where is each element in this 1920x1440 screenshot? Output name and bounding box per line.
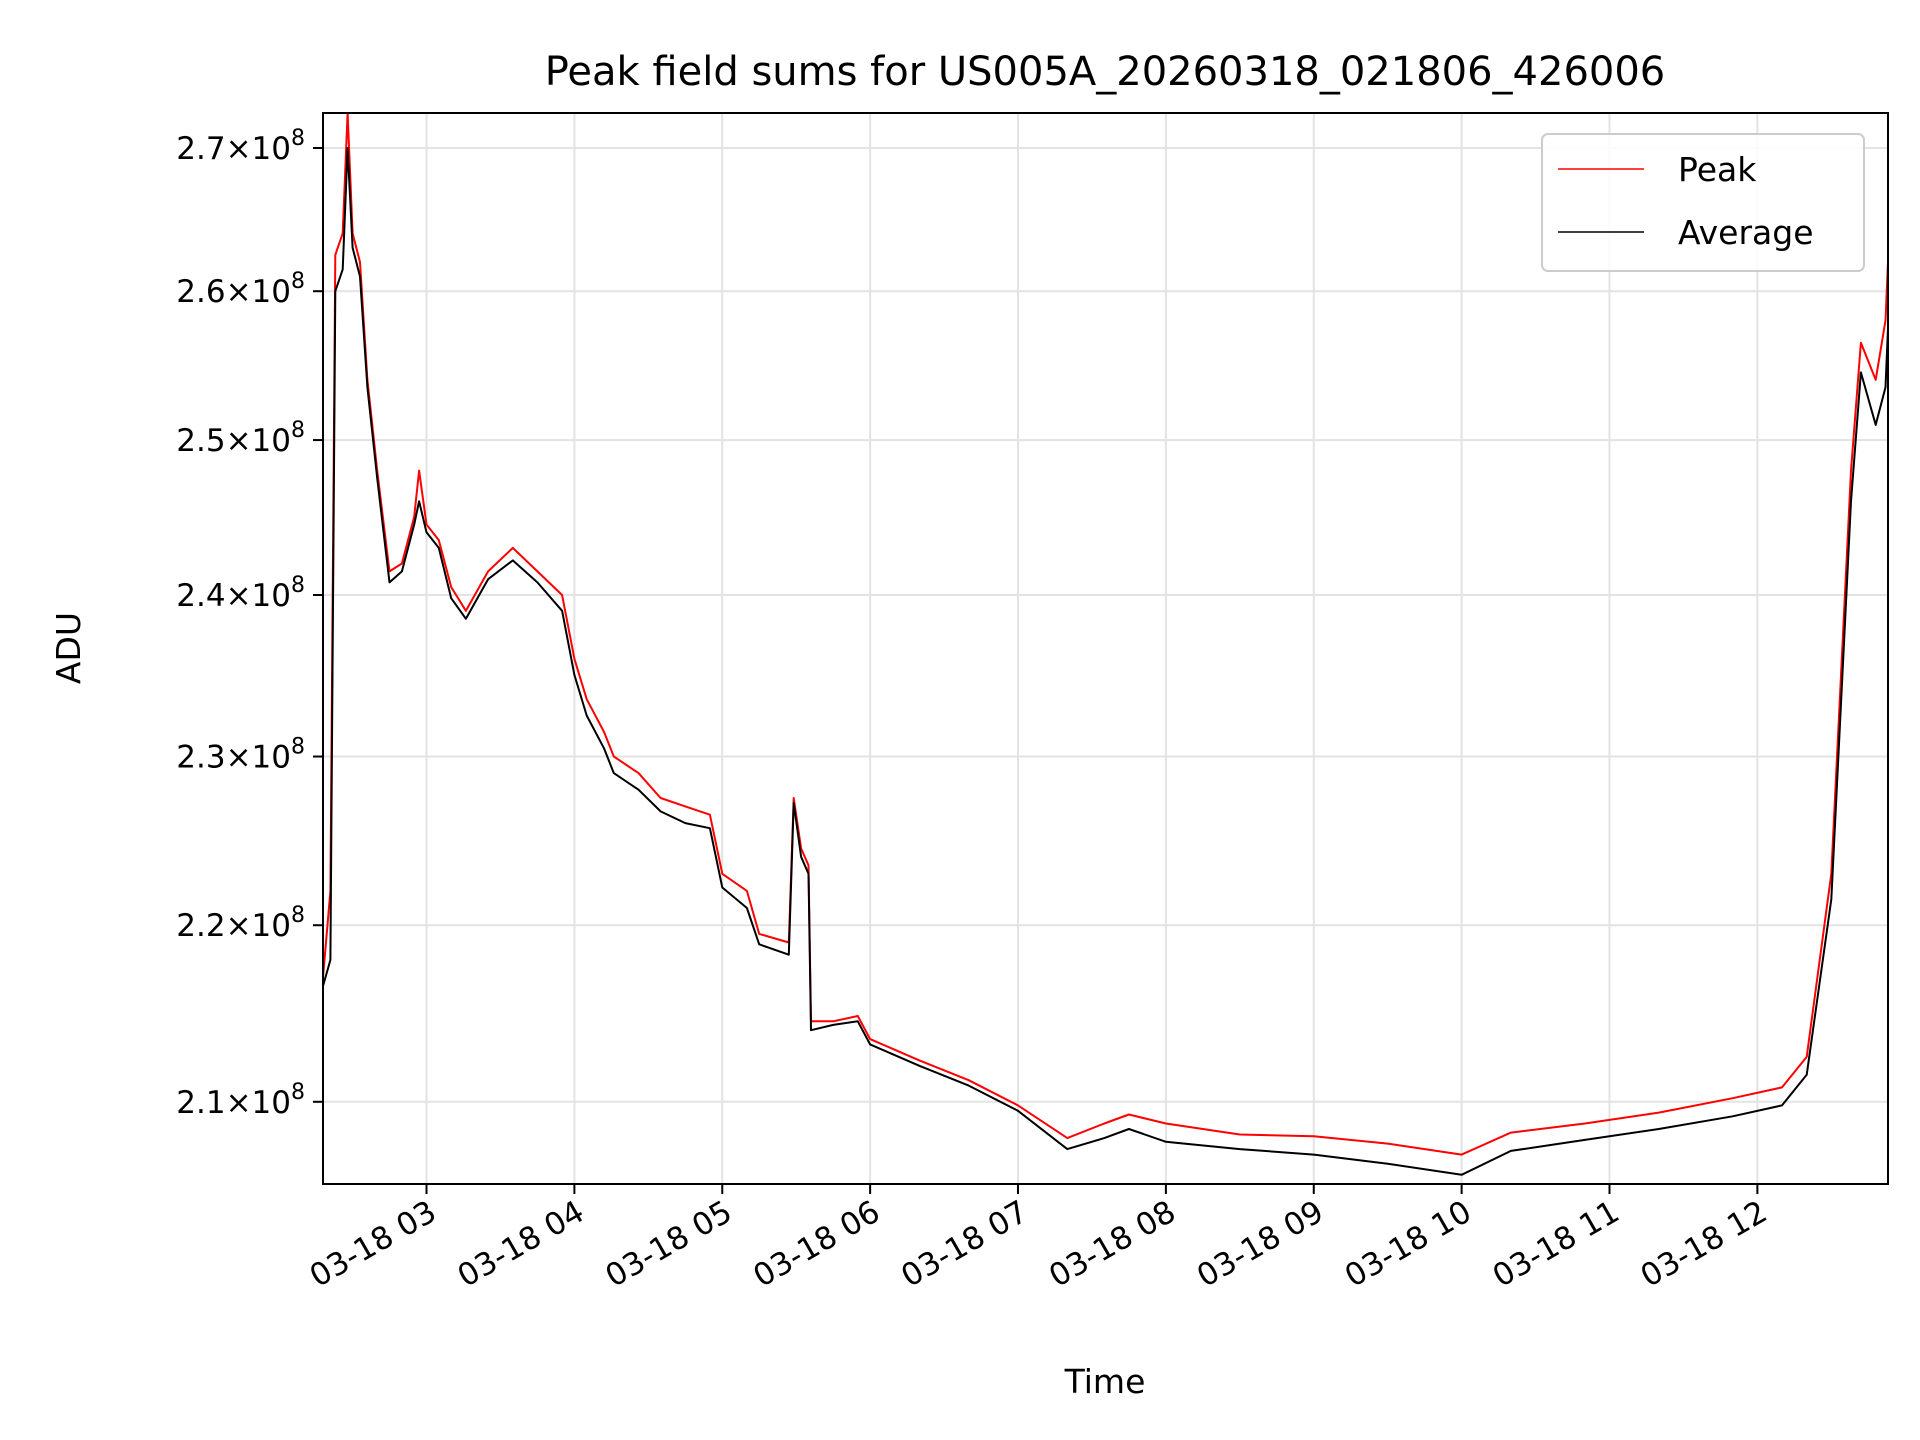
y-tick-label: 2.7×108: [176, 126, 305, 167]
y-tick-label: 2.1×108: [176, 1080, 305, 1121]
series-line-peak: [322, 112, 1889, 1156]
y-tick-label: 2.3×108: [176, 735, 305, 776]
series-line-average: [322, 147, 1889, 1176]
y-tick-label: 2.2×108: [176, 903, 305, 944]
y-tick-label: 2.4×108: [176, 573, 305, 614]
y-tick-label: 2.6×108: [176, 269, 305, 310]
x-axis-label: Time: [1064, 1362, 1146, 1401]
y-tick-label: 2.5×108: [176, 418, 305, 459]
legend: Peak Average: [1541, 133, 1865, 272]
series-lines: [322, 112, 1889, 1176]
plot-frame: [322, 112, 1889, 1185]
y-axis-label: ADU: [49, 612, 88, 684]
grid: [323, 113, 1888, 1184]
chart-title: Peak field sums for US005A_20260318_0218…: [545, 49, 1666, 95]
legend-label-peak: Peak: [1678, 150, 1757, 189]
legend-label-average: Average: [1678, 213, 1814, 252]
y-axis-ticks: 2.1×108 2.2×108 2.3×108 2.4×108 2.5×108 2.6×1…: [176, 126, 323, 1121]
